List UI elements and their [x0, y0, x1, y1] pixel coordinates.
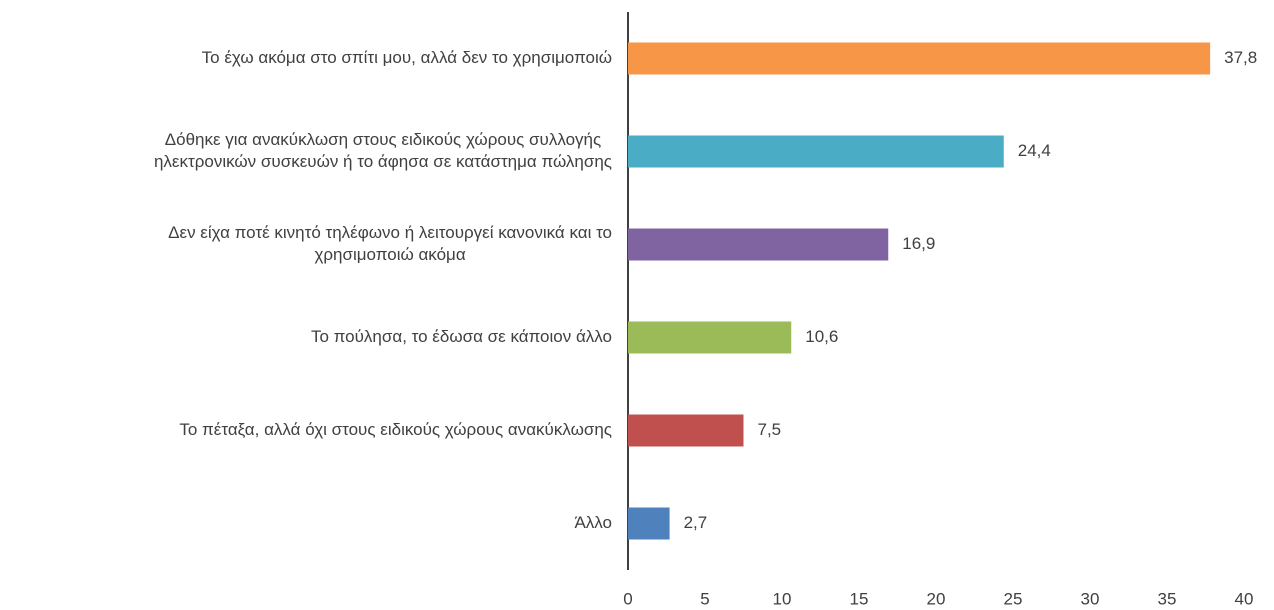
y-tick-label: Το πέταξα, αλλά όχι στους ειδικούς χώρου…: [179, 420, 612, 439]
data-label: 37,8: [1224, 48, 1257, 67]
data-label: 16,9: [902, 234, 935, 253]
y-tick-label: Άλλο: [574, 513, 612, 532]
bar: [628, 321, 792, 354]
data-label: 24,4: [1018, 141, 1051, 160]
bar: [628, 42, 1211, 75]
x-tick-label: 10: [773, 589, 792, 608]
bar: [628, 507, 670, 540]
x-tick-label: 35: [1158, 589, 1177, 608]
bar: [628, 135, 1004, 168]
y-tick-label: ηλεκτρονικών συσκευών ή το άφησα σε κατά…: [154, 152, 612, 171]
data-label: 2,7: [684, 513, 708, 532]
x-tick-label: 15: [850, 589, 869, 608]
data-label: 7,5: [758, 420, 782, 439]
x-tick-label: 5: [700, 589, 709, 608]
x-tick-label: 25: [1004, 589, 1023, 608]
data-label: 10,6: [805, 327, 838, 346]
x-tick-label: 30: [1081, 589, 1100, 608]
x-tick-label: 20: [927, 589, 946, 608]
y-tick-label: χρησιμοποιώ ακόμα: [314, 245, 465, 264]
bar: [628, 414, 744, 447]
x-tick-label: 0: [623, 589, 632, 608]
bar: [628, 228, 889, 261]
x-tick-label: 40: [1235, 589, 1254, 608]
y-tick-label: Το έχω ακόμα στο σπίτι μου, αλλά δεν το …: [202, 48, 612, 67]
y-tick-label: Δόθηκε για ανακύκλωση στους ειδικούς χώρ…: [165, 130, 601, 149]
y-tick-label: Το πούλησα, το έδωσα σε κάποιον άλλο: [311, 327, 612, 346]
y-tick-label: Δεν είχα ποτέ κινητό τηλέφωνο ή λειτουργ…: [168, 223, 612, 242]
